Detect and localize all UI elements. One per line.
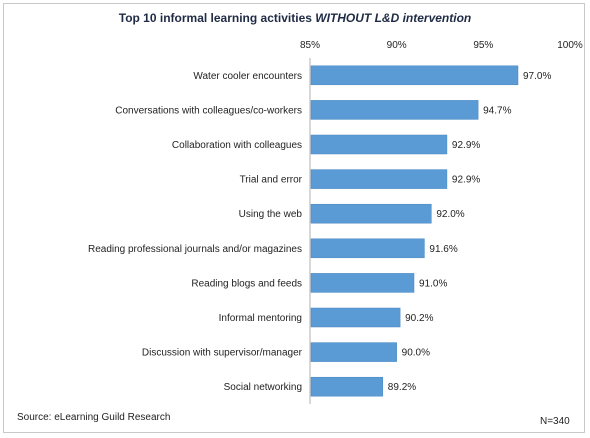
bar-value-label: 92.9% xyxy=(452,140,480,151)
bar xyxy=(310,100,479,120)
bar xyxy=(310,376,384,397)
bar xyxy=(310,307,401,328)
category-label: Conversations with colleagues/co-workers xyxy=(115,105,302,116)
bar-value-label: 92.9% xyxy=(452,175,480,186)
bar xyxy=(310,342,397,362)
category-label: Social networking xyxy=(224,382,302,393)
category-label: Collaboration with colleagues xyxy=(172,140,302,151)
x-tick-label: 95% xyxy=(473,40,493,51)
bar-value-label: 91.6% xyxy=(429,244,457,255)
bar-value-label: 89.2% xyxy=(388,382,416,393)
category-label: Water cooler encounters xyxy=(193,71,302,82)
source-note: Source: eLearning Guild Research xyxy=(17,412,171,423)
chart-title-main: Top 10 informal learning activities xyxy=(118,11,316,25)
bar xyxy=(310,238,425,259)
bar xyxy=(310,134,448,155)
category-label: Reading professional journals and/or mag… xyxy=(88,244,302,255)
bar-value-label: 90.0% xyxy=(402,348,430,359)
category-label: Trial and error xyxy=(240,175,303,186)
category-label: Informal mentoring xyxy=(219,313,302,324)
category-label: Discussion with supervisor/manager xyxy=(142,348,303,359)
category-label: Reading blogs and feeds xyxy=(191,278,302,289)
bar xyxy=(310,169,448,189)
bar xyxy=(310,203,432,224)
bar-value-label: 91.0% xyxy=(419,278,447,289)
chart-title: Top 10 informal learning activities WITH… xyxy=(0,11,590,25)
bar-value-label: 97.0% xyxy=(523,71,551,82)
bar-value-label: 94.7% xyxy=(483,105,511,116)
category-label: Using the web xyxy=(239,209,303,220)
x-tick-label: 90% xyxy=(387,40,407,51)
bar-value-label: 92.0% xyxy=(436,209,464,220)
bar-value-label: 90.2% xyxy=(405,313,433,324)
chart-title-emphasis: WITHOUT L&D intervention xyxy=(315,11,472,25)
x-tick-label: 100% xyxy=(557,40,583,51)
bar xyxy=(310,273,415,293)
sample-size-note: N=340 xyxy=(540,416,570,427)
x-tick-label: 85% xyxy=(300,40,320,51)
bar xyxy=(310,65,519,86)
